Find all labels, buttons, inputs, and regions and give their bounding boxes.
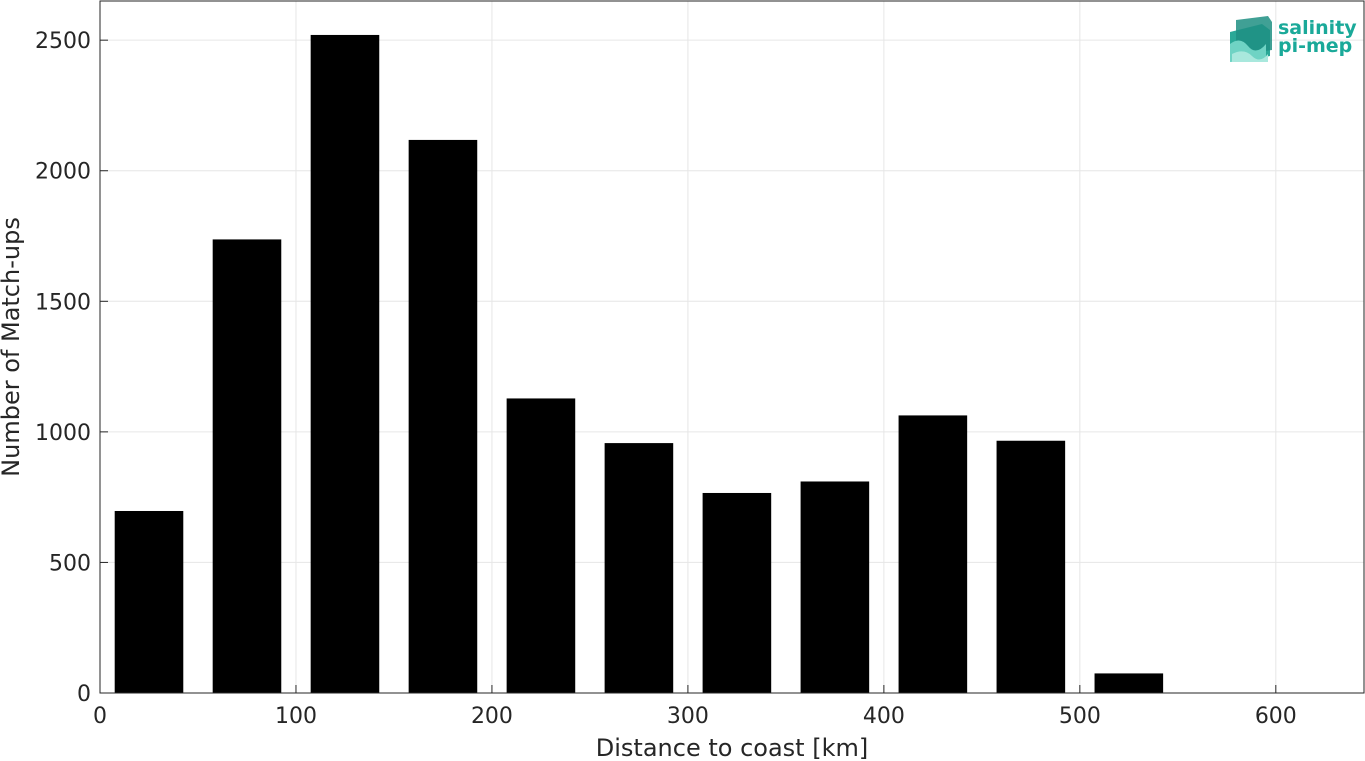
bar bbox=[114, 510, 184, 693]
bar bbox=[604, 443, 674, 693]
x-tick-label: 600 bbox=[1255, 704, 1297, 729]
bar bbox=[996, 440, 1066, 693]
ticks bbox=[99, 39, 1277, 694]
salinity-pi-mep-logo: salinity pi-mep bbox=[1230, 16, 1357, 62]
y-tick-label: 2500 bbox=[35, 29, 91, 54]
bar bbox=[898, 415, 968, 693]
bar bbox=[408, 139, 478, 694]
bar bbox=[506, 398, 576, 693]
x-axis-label: Distance to coast [km] bbox=[596, 734, 868, 761]
y-tick-label: 1500 bbox=[35, 290, 91, 315]
logo-text-pi-mep: pi-mep bbox=[1278, 35, 1352, 57]
wave-logo-icon bbox=[1230, 16, 1272, 62]
bar bbox=[310, 34, 380, 694]
y-tick-label: 0 bbox=[77, 682, 91, 707]
logo-text-salinity: salinity bbox=[1278, 17, 1357, 39]
x-tick-label: 300 bbox=[667, 704, 709, 729]
x-tick-label: 500 bbox=[1059, 704, 1101, 729]
x-tick-label: 200 bbox=[471, 704, 513, 729]
bar bbox=[212, 239, 282, 694]
y-tick-label: 500 bbox=[49, 551, 91, 576]
bar bbox=[1094, 673, 1164, 693]
x-tick-label: 400 bbox=[863, 704, 905, 729]
x-tick-labels: 0 100 200 300 400 500 600 bbox=[93, 704, 1297, 729]
x-tick-label: 100 bbox=[275, 704, 317, 729]
y-axis-label: Number of Match-ups bbox=[0, 217, 25, 477]
x-tick-label: 0 bbox=[93, 704, 107, 729]
y-tick-labels: 0 500 1000 1500 2000 2500 bbox=[35, 29, 91, 707]
bar bbox=[800, 481, 870, 693]
y-tick-label: 1000 bbox=[35, 421, 91, 446]
y-tick-label: 2000 bbox=[35, 160, 91, 185]
bar bbox=[702, 492, 772, 693]
bars bbox=[114, 34, 1164, 694]
axes-box bbox=[99, 0, 1365, 694]
